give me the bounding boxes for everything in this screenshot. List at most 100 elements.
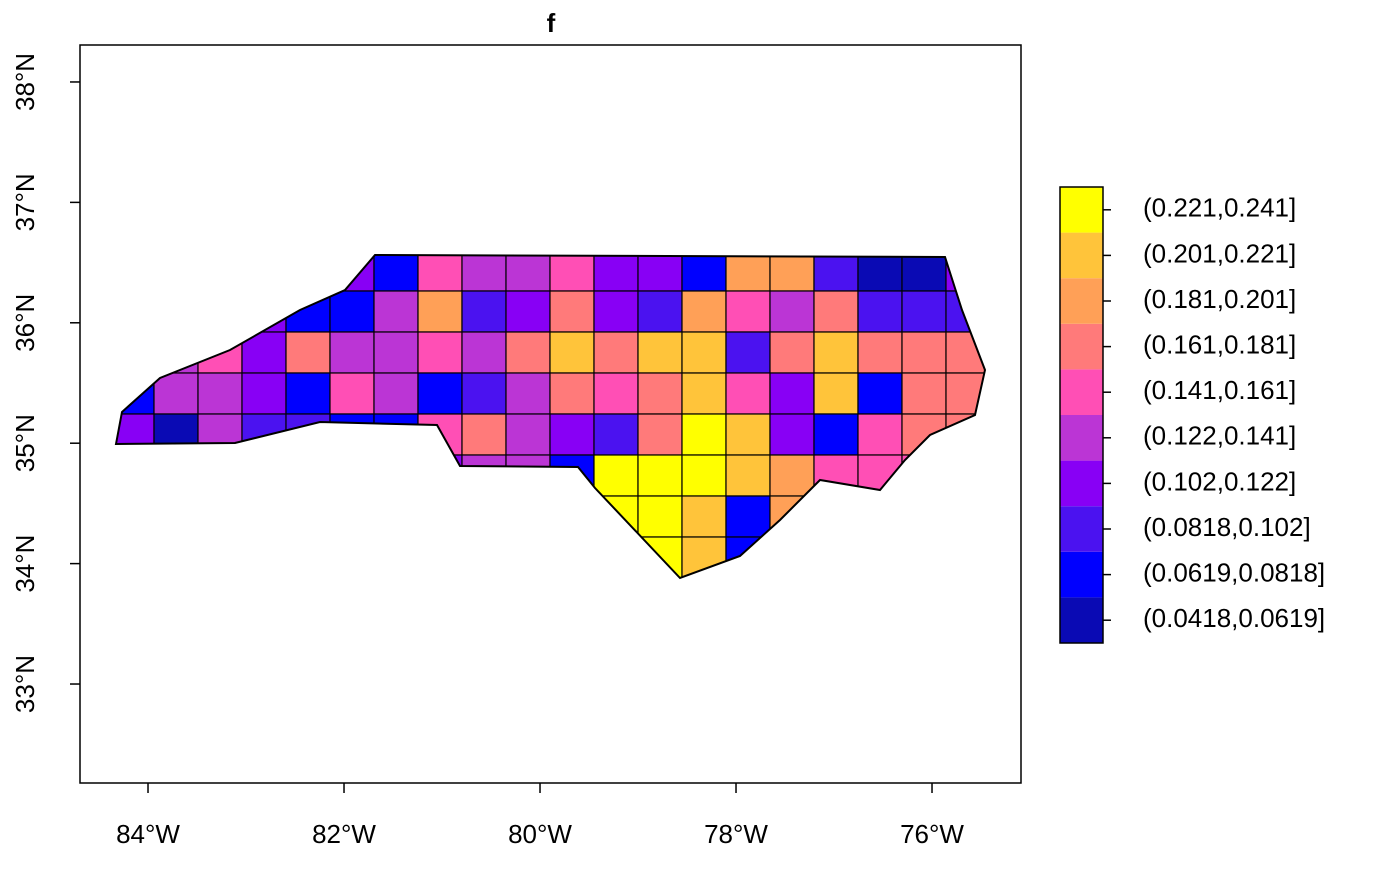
county xyxy=(285,290,331,333)
county xyxy=(681,290,727,333)
county xyxy=(637,372,683,415)
county xyxy=(373,290,419,333)
legend-label: (0.102,0.122] xyxy=(1143,466,1296,496)
county xyxy=(725,372,771,415)
county xyxy=(241,290,287,333)
county xyxy=(857,536,903,578)
county xyxy=(769,290,815,333)
county xyxy=(241,331,287,374)
county xyxy=(329,255,375,292)
county xyxy=(329,536,375,578)
county xyxy=(116,255,155,292)
county xyxy=(153,536,199,578)
county xyxy=(461,290,507,333)
county xyxy=(637,331,683,374)
y-tick-label: 38°N xyxy=(10,53,40,111)
county xyxy=(637,290,683,333)
county xyxy=(417,331,463,374)
county xyxy=(725,495,771,538)
county xyxy=(116,413,155,456)
y-tick-label: 35°N xyxy=(10,414,40,472)
y-tick-label: 33°N xyxy=(10,655,40,713)
county xyxy=(813,372,859,415)
county xyxy=(373,413,419,456)
legend-swatch xyxy=(1060,323,1103,370)
county xyxy=(153,290,199,333)
county xyxy=(241,495,287,538)
county xyxy=(901,331,947,374)
county xyxy=(153,413,199,456)
y-tick-label: 34°N xyxy=(10,535,40,593)
county xyxy=(461,413,507,456)
county xyxy=(241,536,287,578)
county xyxy=(593,290,639,333)
county xyxy=(285,372,331,415)
county xyxy=(197,255,243,292)
county xyxy=(637,454,683,497)
county xyxy=(725,255,771,292)
county xyxy=(417,413,463,456)
county xyxy=(813,454,859,497)
county xyxy=(241,255,287,292)
legend-swatch xyxy=(1060,597,1103,643)
county xyxy=(461,255,507,292)
county xyxy=(549,290,595,333)
county xyxy=(549,495,595,538)
county xyxy=(593,372,639,415)
county xyxy=(725,331,771,374)
county xyxy=(637,413,683,456)
legend-swatch xyxy=(1060,551,1103,598)
county xyxy=(505,454,551,497)
county xyxy=(285,255,331,292)
county xyxy=(116,536,155,578)
county xyxy=(329,495,375,538)
county xyxy=(813,331,859,374)
county xyxy=(593,495,639,538)
county xyxy=(116,495,155,538)
county xyxy=(417,495,463,538)
county xyxy=(813,413,859,456)
county xyxy=(505,495,551,538)
county xyxy=(329,331,375,374)
county xyxy=(197,372,243,415)
county xyxy=(329,372,375,415)
county xyxy=(945,536,985,578)
county xyxy=(769,372,815,415)
legend-swatch xyxy=(1060,369,1103,415)
county xyxy=(373,536,419,578)
county xyxy=(329,290,375,333)
county xyxy=(681,536,727,578)
x-tick-label: 82°W xyxy=(312,819,376,849)
county xyxy=(417,372,463,415)
county xyxy=(505,372,551,415)
county xyxy=(373,331,419,374)
county xyxy=(769,413,815,456)
county xyxy=(593,331,639,374)
map-title: f xyxy=(547,8,556,38)
county xyxy=(153,454,199,497)
x-tick-label: 76°W xyxy=(900,819,964,849)
county xyxy=(857,372,903,415)
county xyxy=(197,413,243,456)
county xyxy=(945,413,985,456)
county xyxy=(417,536,463,578)
county xyxy=(813,536,859,578)
county xyxy=(241,454,287,497)
county xyxy=(681,495,727,538)
county xyxy=(153,331,199,374)
county xyxy=(373,495,419,538)
county xyxy=(593,413,639,456)
county xyxy=(681,372,727,415)
legend-label: (0.201,0.221] xyxy=(1143,238,1296,268)
county xyxy=(116,331,155,374)
county xyxy=(197,536,243,578)
county xyxy=(197,495,243,538)
legend-label: (0.0818,0.102] xyxy=(1143,512,1311,542)
county xyxy=(116,372,155,415)
county xyxy=(505,331,551,374)
county xyxy=(197,454,243,497)
county xyxy=(857,290,903,333)
county xyxy=(153,372,199,415)
county xyxy=(769,454,815,497)
